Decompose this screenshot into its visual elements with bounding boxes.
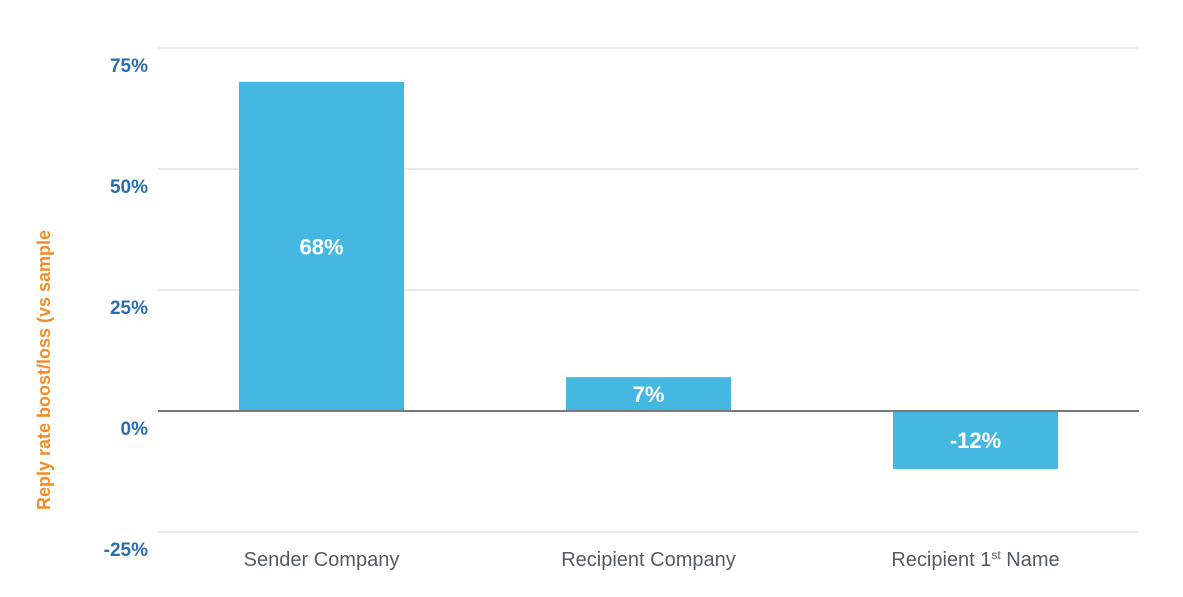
bar <box>239 81 404 411</box>
data-labels: 68% 7% -12% <box>299 234 1001 453</box>
data-label: 68% <box>299 234 343 259</box>
bars <box>239 81 1058 470</box>
x-tick-label: Recipient Company <box>561 549 736 571</box>
bar <box>566 377 731 411</box>
y-tick-label: 75% <box>110 56 148 77</box>
data-label: -12% <box>950 428 1001 453</box>
bar <box>893 411 1058 470</box>
x-tick-label: Sender Company <box>244 549 400 571</box>
data-label: 7% <box>633 382 665 407</box>
y-tick-label: -25% <box>104 540 148 561</box>
y-tick-label: 0% <box>121 419 149 440</box>
x-tick-label: Recipient 1st Name <box>891 548 1059 571</box>
y-tick-label: 50% <box>110 177 148 198</box>
y-axis-label: Reply rate boost/loss (vs sample <box>34 230 54 510</box>
y-tick-label: 25% <box>110 298 148 319</box>
x-axis-ticks: Sender Company Recipient Company Recipient… <box>244 548 1060 571</box>
y-axis-ticks: -25% 0% 25% 50% 75% <box>104 56 148 561</box>
